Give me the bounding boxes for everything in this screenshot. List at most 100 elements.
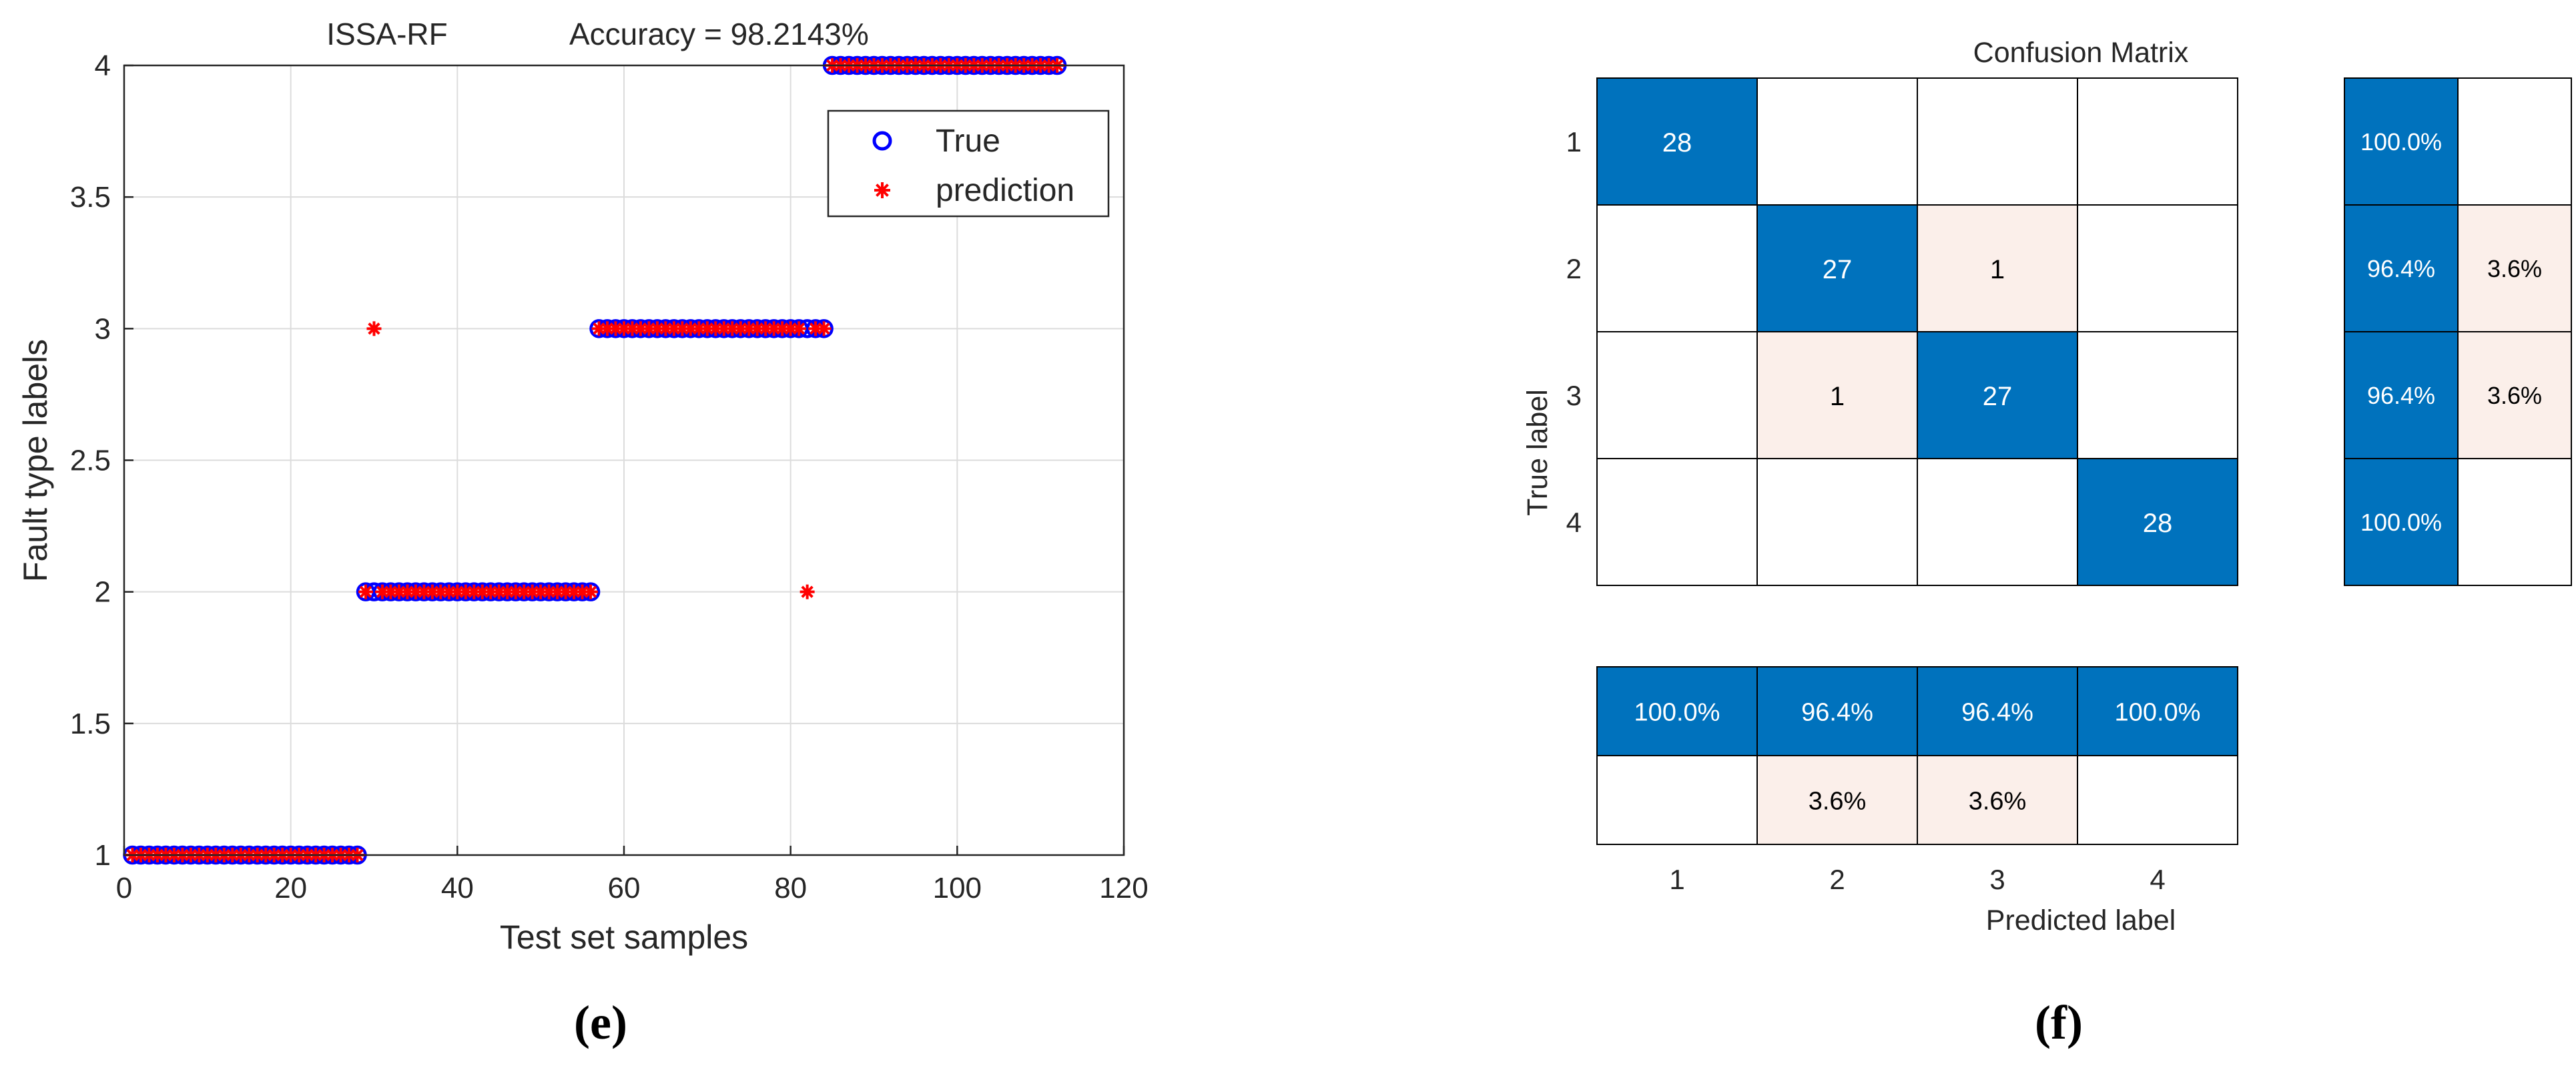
cm-row-summary: 100.0% 96.4% 3.6% 96.4% 3.6% 100.0%	[2344, 77, 2572, 586]
column-summary-cell	[1917, 666, 2078, 756]
cm-cell-value: 27	[1823, 255, 1853, 284]
cm-cell-value: 28	[1662, 128, 1692, 158]
x-tick-label: 80	[774, 872, 807, 904]
cm-cell	[1596, 77, 1758, 206]
scatter-axes-box	[123, 64, 1125, 856]
cm-cell	[1756, 77, 1918, 206]
scatter-ticks: 0 20 40 60 80 100 120 1 1.5 2 2.5 3 3.5 4	[70, 49, 1149, 904]
cm-cell	[1596, 458, 1758, 586]
cm-cell	[2077, 77, 2238, 206]
scatter-title-right: Accuracy = 98.2143%	[569, 17, 869, 51]
cm-cell-value: 27	[1983, 382, 2013, 411]
y-tick-label: 3.5	[70, 181, 111, 214]
cm-cell-value: 28	[2143, 509, 2173, 538]
cm-cell	[2077, 331, 2238, 459]
cm-cell-value: 1	[1990, 255, 2005, 284]
y-tick-label: 2.5	[70, 445, 111, 477]
cm-x-tick-label: 1	[1669, 864, 1684, 895]
cm-y-tick-label: 3	[1566, 380, 1582, 411]
legend-prediction-marker	[874, 182, 890, 198]
caption-f: (f)	[2035, 996, 2083, 1049]
column-summary-cell	[1596, 755, 1758, 845]
row-summary-value: 3.6%	[2487, 255, 2542, 282]
column-summary-value: 96.4%	[1801, 699, 1873, 727]
column-summary-cell	[1756, 666, 1918, 756]
y-tick-label: 4	[95, 49, 111, 82]
column-summary-cell	[1756, 755, 1918, 845]
row-summary-value: 100.0%	[2360, 509, 2442, 536]
cm-y-tick-label: 1	[1566, 126, 1582, 158]
prediction-point	[799, 584, 815, 599]
row-summary-cell	[2344, 331, 2459, 459]
prediction-point	[366, 321, 382, 336]
cm-cell	[1917, 204, 2078, 332]
prediction-point	[791, 321, 807, 336]
cm-cell	[1917, 331, 2078, 459]
row-summary-cell	[2457, 331, 2572, 459]
cm-y-tick-label: 2	[1566, 253, 1582, 284]
scatter-legend: True prediction	[827, 109, 1110, 218]
cm-cell	[1596, 204, 1758, 332]
column-summary-cell	[2077, 666, 2238, 756]
cm-cell	[1756, 204, 1918, 332]
legend-box	[827, 109, 1110, 218]
row-summary-cell	[2344, 77, 2459, 206]
cm-cell	[1756, 331, 1918, 459]
column-summary-value: 3.6%	[1809, 788, 1867, 816]
column-summary-value: 100.0%	[1634, 699, 1720, 727]
y-tick-label: 2	[95, 576, 111, 609]
cm-xlabel: Predicted label	[1986, 904, 2176, 937]
x-tick-label: 40	[441, 872, 474, 904]
column-summary-value: 96.4%	[1961, 699, 2033, 727]
confusion-matrix-panel: Confusion Matrix 28 27 1 1 27 28 100.0% 96.4% 3…	[1522, 37, 2572, 1049]
cm-x-tick-label: 3	[1989, 864, 2005, 895]
cm-cell	[1596, 331, 1758, 459]
y-tick-label: 1.5	[70, 708, 111, 740]
legend-prediction-label: prediction	[936, 173, 1074, 208]
row-summary-cell	[2344, 458, 2459, 586]
column-summary-cell	[1917, 755, 2078, 845]
column-summary-value: 100.0%	[2115, 699, 2201, 727]
scatter-ylabel: Fault type labels	[17, 339, 54, 582]
prediction-point	[583, 584, 599, 599]
cm-column-summary: 100.0% 96.4% 96.4% 100.0% 3.6% 3.6%	[1596, 666, 2238, 845]
row-summary-value: 96.4%	[2367, 382, 2435, 409]
cm-x-tick-label: 2	[1829, 864, 1845, 895]
prediction-point	[358, 584, 374, 599]
scatter-title-left: ISSA-RF	[326, 17, 447, 51]
row-summary-cell	[2457, 77, 2572, 206]
prediction-point	[816, 321, 832, 336]
row-summary-value: 96.4%	[2367, 255, 2435, 282]
scatter-xlabel: Test set samples	[500, 918, 748, 956]
x-tick-label: 100	[933, 872, 982, 904]
legend-true-label: True	[936, 123, 1000, 159]
cm-main-grid: 28 27 1 1 27 28	[1596, 77, 2238, 586]
legend-true-marker	[872, 131, 892, 151]
cm-cell-value: 1	[1830, 382, 1845, 411]
legend-prediction-asterisk	[874, 182, 890, 198]
row-summary-cell	[2344, 204, 2459, 332]
cm-cell	[1917, 77, 2078, 206]
x-tick-label: 120	[1099, 872, 1148, 904]
cm-cell	[1917, 458, 2078, 586]
cm-title: Confusion Matrix	[1973, 37, 2189, 69]
y-tick-label: 3	[95, 312, 111, 345]
cm-y-tick-label: 4	[1566, 507, 1582, 538]
cm-x-tick-label: 4	[2150, 864, 2165, 895]
cm-cell	[1756, 458, 1918, 586]
y-tick-label: 1	[95, 839, 111, 872]
cm-cell	[2077, 458, 2238, 586]
scatter-panel: ISSA-RF Accuracy = 98.2143% 0 20 40 60 80 100…	[17, 17, 1149, 1049]
column-summary-value: 3.6%	[1969, 788, 2027, 816]
cm-cell	[2077, 204, 2238, 332]
row-summary-value: 3.6%	[2487, 382, 2542, 409]
row-summary-value: 100.0%	[2360, 128, 2442, 156]
column-summary-cell	[2077, 755, 2238, 845]
x-tick-label: 0	[116, 872, 132, 904]
x-tick-label: 60	[608, 872, 641, 904]
cm-ylabel: True label	[1522, 389, 1554, 516]
x-tick-label: 20	[274, 872, 307, 904]
caption-e: (e)	[574, 996, 627, 1049]
cm-tick-labels: 1 1 2 2 3 3 4 4	[1566, 126, 2166, 895]
